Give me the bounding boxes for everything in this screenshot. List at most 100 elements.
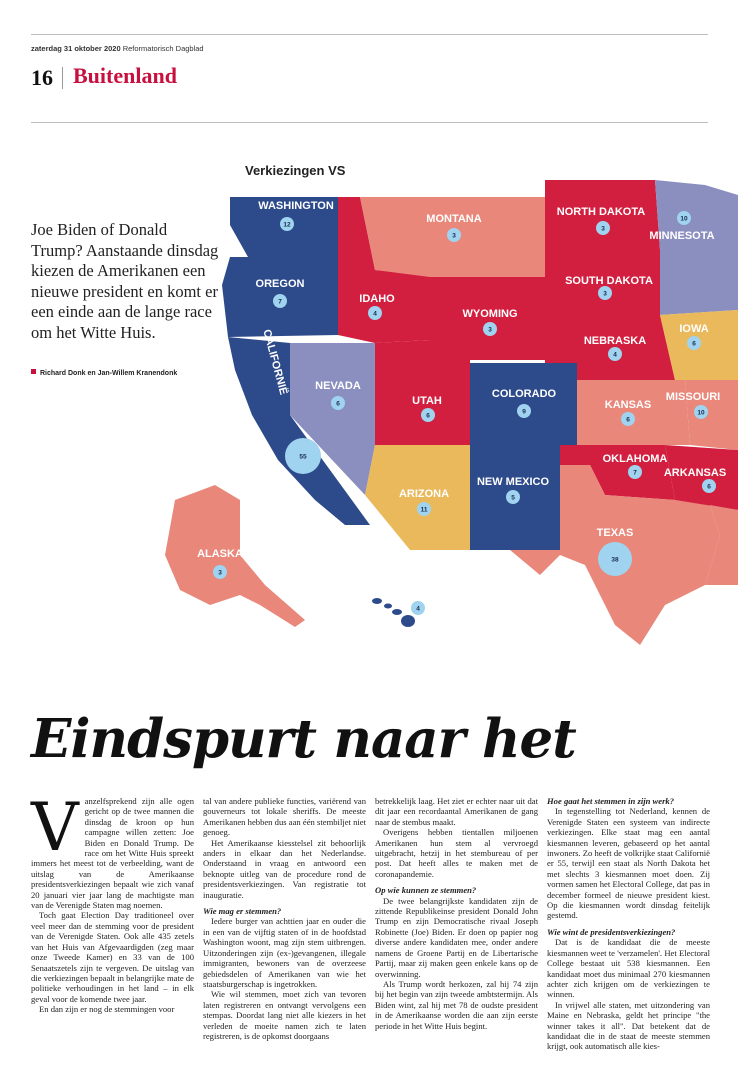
electoral-votes-washington: 12: [283, 221, 291, 228]
state-label-oregon: OREGON: [256, 278, 305, 290]
electoral-votes-oklahoma: 7: [633, 469, 637, 476]
section-title: Buitenland: [73, 63, 177, 88]
state-label-idaho: IDAHO: [359, 293, 395, 305]
state-idaho: [338, 197, 430, 343]
state-hawaii: [372, 598, 415, 627]
state-utah: [375, 340, 470, 445]
state-colorado: [470, 363, 577, 445]
electoral-votes-arizona: 11: [421, 506, 428, 513]
article-column-1: V anzelfsprekend zijn alle ogen gericht …: [31, 789, 194, 1015]
electoral-votes-bubble-wyoming: [483, 322, 497, 336]
electoral-votes-new-mexico: 5: [511, 494, 515, 501]
state-label-south-dakota: SOUTH DAKOTA: [565, 275, 653, 287]
electoral-votes-south-dakota: 3: [603, 290, 607, 297]
state-nebraska: [545, 315, 675, 380]
electoral-votes-bubble-alaska: [213, 565, 227, 579]
paragraph: De twee belangrijkste kandidaten zijn de…: [375, 895, 538, 979]
paragraph: In tegenstelling tot Nederland, kennen d…: [547, 806, 710, 921]
state-minnesota: [655, 180, 738, 315]
state-label-alaska: ALASKA: [197, 548, 243, 560]
electoral-votes-missouri: 10: [697, 409, 705, 416]
state-label-new-mexico: NEW MEXICO: [477, 476, 550, 488]
electoral-votes-wyoming: 3: [488, 326, 492, 333]
state-alaska: [165, 485, 305, 627]
state-label-iowa: IOWA: [679, 323, 708, 335]
electoral-votes-kansas: 6: [626, 416, 630, 423]
electoral-votes-texas: 38: [611, 556, 619, 563]
state-arizona: [365, 445, 470, 550]
electoral-votes-north-dakota: 3: [601, 225, 605, 232]
electoral-votes-bubble-minnesota: [677, 211, 691, 225]
state-label-wyoming: WYOMING: [463, 308, 518, 320]
paragraph: betrekkelijk laag. Het ziet er echter na…: [375, 796, 538, 827]
electoral-votes-minnesota: 10: [680, 215, 688, 222]
paragraph: anzelfsprekend zijn alle ogen gericht op…: [31, 796, 194, 911]
electoral-votes-bubble-oklahoma: [628, 465, 642, 479]
state-label-north-dakota: NORTH DAKOTA: [557, 206, 645, 218]
electoral-votes-bubble-utah: [421, 408, 435, 422]
state-nevada: [290, 343, 375, 495]
paragraph: Toch gaat Election Day traditioneel over…: [31, 910, 194, 1004]
dropcap: V: [31, 789, 79, 866]
article-column-2: tal van andere publieke functies, variër…: [203, 796, 366, 1041]
intro-text: Joe Biden of Donald Trump? Aanstaande di…: [31, 220, 219, 342]
headline: Eindspurt naar het: [31, 708, 577, 770]
electoral-votes-hawa-: 4: [416, 605, 420, 612]
electoral-votes-nevada: 6: [336, 400, 340, 407]
paragraph: Als Trump wordt herkozen, zal hij 74 zij…: [375, 978, 538, 1031]
state-label-minnesota: MINNESOTA: [649, 230, 714, 242]
paragraph: Dat is de kandidaat die de meeste kiesma…: [547, 937, 710, 1000]
electoral-votes-bubble-hawa-: [411, 601, 425, 615]
state-label-hawa-: HAWAÏ: [399, 582, 436, 595]
electoral-votes-bubble-missouri: [694, 405, 708, 419]
electoral-votes-bubble-south-dakota: [598, 286, 612, 300]
state-label-washington: WASHINGTON: [258, 200, 334, 212]
electoral-votes-nebraska: 4: [613, 351, 617, 358]
article-column-3: betrekkelijk laag. Het ziet er echter na…: [375, 796, 538, 1031]
electoral-votes-bubble-iowa: [687, 336, 701, 350]
question-heading: Wie mag er stemmen?: [203, 906, 282, 917]
state-label-utah: UTAH: [412, 395, 442, 407]
state-label-colorado: COLORADO: [492, 388, 557, 400]
paragraph: In vrijwel alle staten, met uitzondering…: [547, 999, 710, 1052]
electoral-votes-bubble-arizona: [417, 502, 431, 516]
map-title: Verkiezingen VS: [245, 163, 346, 178]
paragraph: Iedere burger van achttien jaar en ouder…: [203, 916, 366, 989]
paragraph: En dan zijn er nog de stemmingen voor: [39, 1004, 175, 1015]
electoral-votes-arkansas: 6: [707, 483, 711, 490]
state-label-kansas: KANSAS: [605, 399, 651, 411]
header-separator: [62, 67, 63, 89]
state-label-arkansas: ARKANSAS: [664, 467, 726, 479]
dateline: zaterdag 31 oktober 2020 Reformatorisch …: [31, 44, 204, 53]
state-oklahoma: [560, 445, 675, 500]
electoral-votes-bubble-texas: [598, 542, 632, 576]
electoral-votes-bubble-idaho: [368, 306, 382, 320]
state-label-texas: TEXAS: [597, 527, 634, 539]
paragraph: Overigens hebben tientallen miljoenen Am…: [375, 827, 538, 879]
electoral-votes-bubble-north-dakota: [596, 221, 610, 235]
us-election-map: WASHINGTON12OREGON7CALIFORNIË55NEVADA6ID…: [165, 180, 738, 645]
state-label-missouri: MISSOURI: [666, 391, 720, 403]
electoral-votes-bubble-nevada: [331, 396, 345, 410]
paragraph: Wie wil stemmen, moet zich van tevoren l…: [203, 989, 366, 1041]
electoral-votes-bubble-californi-: [285, 438, 321, 474]
paragraph: Het Amerikaanse kiesstelsel zit behoorli…: [203, 837, 366, 900]
electoral-votes-idaho: 4: [373, 310, 377, 317]
question-heading: Hoe gaat het stemmen in zijn werk?: [547, 796, 675, 806]
electoral-votes-bubble-new-mexico: [506, 490, 520, 504]
electoral-votes-iowa: 6: [692, 340, 696, 347]
electoral-votes-bubble-washington: [280, 217, 294, 231]
state-label-nevada: NEVADA: [315, 380, 361, 392]
electoral-votes-bubble-kansas: [621, 412, 635, 426]
state-label-nebraska: NEBRASKA: [584, 335, 646, 347]
state-label-arizona: ARIZONA: [399, 488, 449, 500]
electoral-votes-oregon: 7: [278, 298, 282, 305]
electoral-votes-utah: 6: [426, 412, 430, 419]
electoral-votes-bubble-montana: [447, 228, 461, 242]
electoral-votes-montana: 3: [452, 232, 456, 239]
top-rule: [31, 34, 708, 35]
electoral-votes-colorado: 9: [522, 408, 526, 415]
state-louisiana: [705, 505, 738, 585]
state-south-dakota: [545, 250, 660, 315]
state-arkansas: [665, 445, 738, 510]
